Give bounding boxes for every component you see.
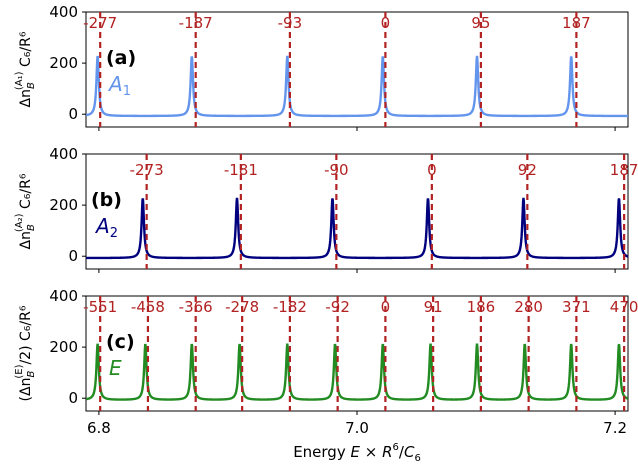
series-line: [86, 55, 628, 118]
vline-label: 371: [562, 298, 591, 316]
vline-label: -93: [278, 14, 303, 32]
symmetry-label: A1: [107, 72, 131, 99]
y-tick-label: 400: [49, 145, 78, 163]
x-tick-label: 6.8: [87, 419, 111, 437]
vline-label: -182: [273, 298, 307, 316]
plot-frame: [85, 153, 629, 270]
plot-frame: [85, 11, 629, 128]
vline-label: -181: [224, 161, 258, 179]
panel-2: 0 200 400 6.8 7.0 7.2 -551 -458 -366 -278 -182 -92 0…: [14, 287, 638, 437]
vline-label: 91: [424, 298, 443, 316]
vline-label: -458: [131, 298, 165, 316]
vline-label: 280: [514, 298, 543, 316]
vline-label: 187: [562, 14, 591, 32]
y-tick-label: 400: [49, 3, 78, 21]
vline-label: 92: [518, 161, 537, 179]
vline-label: 470: [610, 298, 638, 316]
vline-label: 187: [610, 161, 638, 179]
x-tick-label: 7.0: [345, 419, 369, 437]
panel-0: 0 200 400 -277 -187 -93 0 95 187 (a) A1 ΔnB(A₁) C₆/…: [14, 3, 629, 131]
panel-tag: (b): [91, 189, 122, 211]
x-axis-label: Energy E × R6/C6: [293, 442, 421, 464]
y-tick-label: 0: [68, 105, 78, 123]
vline-label: -278: [225, 298, 259, 316]
vline-label: -187: [179, 14, 213, 32]
y-tick-label: 400: [49, 287, 78, 305]
y-tick-label: 200: [49, 196, 78, 214]
plot-frame: [85, 295, 629, 412]
vline-label: -366: [179, 298, 213, 316]
vline-label: 186: [467, 298, 496, 316]
panel-tag: (a): [106, 47, 136, 69]
y-tick-label: 0: [68, 389, 78, 407]
panel-1: 0 200 400 -273 -181 -90 0 92 187 (b) A2 ΔnB(A₂) C₆/…: [14, 145, 638, 273]
vline-label: -92: [325, 298, 350, 316]
vline-label: 0: [381, 14, 391, 32]
y-axis-label: ΔnB(A₁) C₆/R⁶: [14, 31, 37, 107]
symmetry-label: A2: [94, 214, 118, 241]
vline-label: -90: [324, 161, 349, 179]
y-tick-label: 200: [49, 54, 78, 72]
y-tick-label: 200: [49, 338, 78, 356]
vline-label: 0: [427, 161, 437, 179]
series-line: [86, 343, 628, 401]
symmetry-label: E: [109, 356, 122, 380]
vline-label: -273: [130, 161, 164, 179]
x-tick-label: 7.2: [603, 419, 627, 437]
y-axis-label: ΔnB(A₂) C₆/R⁶: [14, 173, 37, 249]
panel-tag: (c): [106, 331, 135, 353]
y-axis-label: (ΔnB(E)/2) C₆/R⁶: [14, 305, 37, 401]
vline-label: -551: [83, 298, 117, 316]
vline-label: 0: [381, 298, 391, 316]
vline-label: -277: [83, 14, 117, 32]
vline-label: 95: [471, 14, 490, 32]
y-tick-label: 0: [68, 247, 78, 265]
series-line: [86, 197, 628, 260]
